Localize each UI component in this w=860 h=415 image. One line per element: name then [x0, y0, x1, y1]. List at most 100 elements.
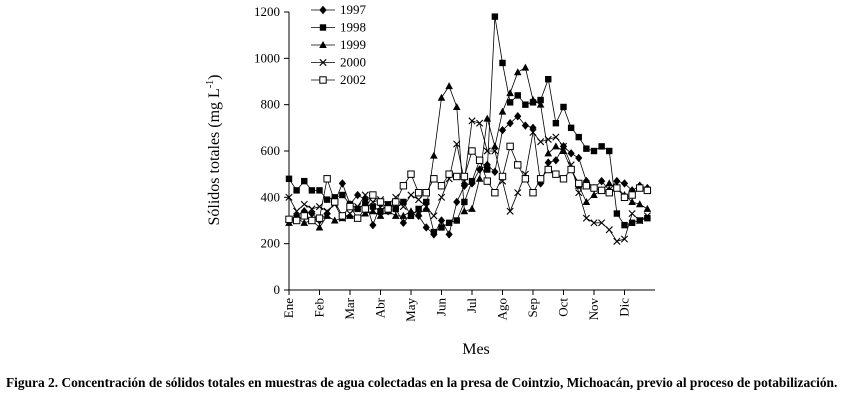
x-tick-label: Mar — [342, 297, 357, 319]
data-point-2002 — [323, 175, 331, 183]
data-point-2002 — [376, 198, 385, 206]
data-point-1997 — [460, 181, 468, 190]
data-point-1998 — [461, 198, 468, 206]
data-point-2000 — [544, 135, 552, 144]
legend-marker-2002 — [319, 76, 327, 84]
data-point-1998 — [423, 198, 430, 206]
data-point-1997 — [575, 153, 583, 163]
data-point-2002 — [414, 189, 423, 197]
data-point-1998 — [293, 187, 300, 194]
chart: 0 200 400 600 800 1000 1200 Ene Feb Mar Abr May Jun… — [205, 2, 655, 358]
data-point-2000 — [643, 212, 651, 220]
data-point-1997 — [498, 125, 507, 135]
data-point-2002 — [315, 214, 324, 222]
data-point-1999 — [559, 147, 568, 154]
y-axis-ticks: 0 200 400 600 800 1000 1200 — [254, 4, 289, 297]
x-tick-label: Abr — [373, 297, 388, 318]
data-point-2000 — [514, 189, 522, 197]
data-point-1998 — [621, 221, 628, 229]
series-2000 — [285, 117, 651, 245]
data-point-1997 — [514, 112, 522, 121]
data-point-2002 — [620, 193, 629, 202]
data-point-1999 — [300, 218, 309, 226]
data-point-1997 — [491, 167, 499, 177]
x-tick-label: May — [403, 298, 418, 322]
data-point-1999 — [460, 207, 469, 215]
data-point-1998 — [567, 124, 575, 132]
data-point-1997 — [620, 179, 629, 188]
data-point-2000 — [537, 138, 545, 146]
series-line-1999 — [288, 66, 648, 229]
data-point-2000 — [369, 198, 377, 206]
data-point-2000 — [613, 237, 621, 245]
data-point-1999 — [323, 211, 331, 219]
data-point-1998 — [438, 224, 445, 231]
data-point-2002 — [590, 184, 598, 192]
data-point-2000 — [575, 189, 583, 197]
y-tick-label: 1200 — [254, 4, 280, 19]
x-tick-label: Jul — [464, 298, 479, 314]
data-point-2002 — [529, 189, 537, 197]
data-point-1998 — [285, 175, 293, 182]
data-point-1997 — [399, 218, 407, 228]
data-point-1999 — [552, 142, 560, 150]
data-point-1999 — [437, 93, 446, 101]
y-tick-label: 200 — [261, 236, 281, 251]
data-point-1998 — [491, 13, 499, 20]
data-point-2002 — [292, 216, 301, 225]
data-point-1999 — [483, 114, 492, 122]
data-point-2000 — [323, 207, 331, 215]
data-point-2002 — [361, 205, 369, 213]
data-point-1999 — [315, 223, 324, 231]
y-tick-label: 600 — [261, 143, 281, 158]
data-point-1997 — [552, 156, 560, 165]
data-point-1999 — [330, 216, 339, 224]
data-point-2002 — [559, 175, 568, 183]
data-point-2002 — [567, 165, 575, 174]
data-point-2002 — [300, 212, 308, 220]
plot-area — [285, 13, 652, 245]
data-point-1999 — [628, 197, 636, 205]
data-point-2002 — [636, 184, 644, 192]
data-point-1999 — [445, 82, 453, 90]
data-point-2002 — [353, 214, 362, 222]
data-point-1997 — [506, 119, 514, 128]
data-point-1998 — [362, 201, 369, 208]
legend-label-2000: 2000 — [340, 55, 366, 70]
data-point-2002 — [521, 175, 530, 183]
data-point-2000 — [422, 203, 430, 211]
data-point-1997 — [582, 176, 590, 186]
data-point-1999 — [361, 209, 370, 217]
data-point-1998 — [323, 196, 331, 203]
data-point-1999 — [468, 204, 476, 212]
data-point-1998 — [369, 203, 377, 210]
data-point-2000 — [620, 235, 629, 243]
data-point-1999 — [590, 191, 598, 199]
x-axis-ticks: Ene Feb Mar Abr May Jun Jul Ago Sep Oct Nov Dic — [281, 290, 632, 322]
data-point-1997 — [453, 197, 461, 207]
data-point-1998 — [628, 219, 636, 227]
data-point-1998 — [537, 96, 544, 104]
data-point-2000 — [293, 207, 301, 215]
data-point-2002 — [628, 191, 636, 199]
data-point-1999 — [414, 209, 423, 217]
series-1998 — [285, 13, 651, 236]
y-axis-label: Sólidos totales (mg L-1) — [205, 75, 223, 226]
data-point-1998 — [331, 194, 338, 201]
data-point-2000 — [468, 117, 476, 125]
data-point-2000 — [582, 214, 590, 222]
data-point-1998 — [590, 147, 598, 155]
data-point-2002 — [575, 179, 583, 188]
data-point-2002 — [514, 161, 522, 169]
data-point-1999 — [521, 63, 530, 71]
data-point-1999 — [475, 174, 484, 182]
data-point-2002 — [422, 189, 430, 197]
data-point-2002 — [613, 184, 621, 192]
data-point-1999 — [407, 207, 415, 215]
data-point-1999 — [513, 68, 522, 76]
data-point-2002 — [430, 175, 438, 183]
data-point-1998 — [522, 101, 529, 108]
data-point-1998 — [484, 166, 491, 173]
x-tick-label: Ago — [495, 298, 510, 320]
data-point-1998 — [545, 75, 552, 83]
